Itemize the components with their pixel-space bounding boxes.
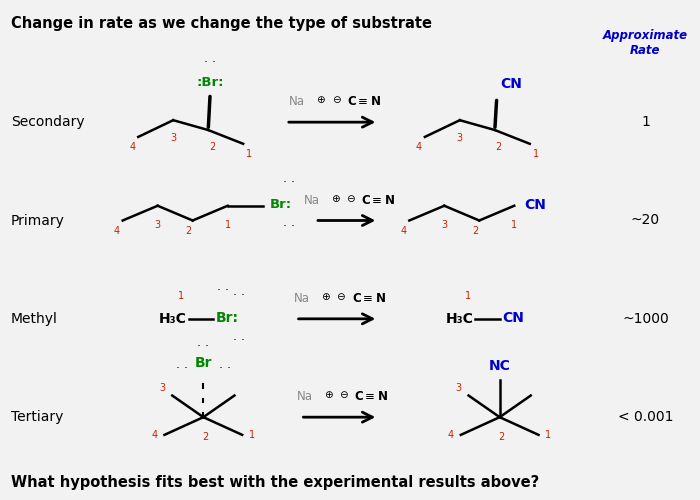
Text: ~1000: ~1000: [622, 312, 668, 326]
Text: Methyl: Methyl: [11, 312, 58, 326]
Text: 2: 2: [186, 226, 192, 236]
Text: Approximate
Rate: Approximate Rate: [603, 28, 688, 56]
Text: 1: 1: [249, 430, 255, 440]
Text: NC: NC: [489, 359, 510, 373]
Text: 2: 2: [209, 142, 215, 152]
Text: Tertiary: Tertiary: [11, 410, 63, 424]
Text: 1: 1: [246, 148, 252, 158]
Text: C$\equiv$N: C$\equiv$N: [361, 194, 395, 206]
Text: Na: Na: [297, 390, 313, 404]
Text: 3: 3: [441, 220, 447, 230]
Text: C$\equiv$N: C$\equiv$N: [351, 292, 386, 305]
Text: 1: 1: [178, 291, 184, 301]
Text: · ·: · ·: [176, 362, 188, 376]
Text: · ·: · ·: [283, 220, 295, 234]
Text: 2: 2: [498, 432, 505, 442]
Text: $\oplus$: $\oplus$: [321, 291, 330, 302]
Text: ~20: ~20: [631, 214, 660, 228]
Text: 4: 4: [152, 430, 158, 440]
Text: Br: Br: [195, 356, 212, 370]
Text: 1: 1: [533, 148, 539, 158]
Text: $\ominus$: $\ominus$: [332, 94, 342, 106]
Text: C$\equiv$N: C$\equiv$N: [346, 96, 381, 108]
Text: Na: Na: [294, 292, 310, 305]
Text: $\oplus$: $\oplus$: [330, 193, 340, 204]
Text: Na: Na: [289, 96, 305, 108]
Text: · ·: · ·: [217, 284, 229, 297]
Text: CN: CN: [500, 76, 522, 90]
Text: 1: 1: [511, 220, 517, 230]
Text: 1: 1: [545, 430, 552, 440]
Text: CN: CN: [524, 198, 546, 212]
Text: 3: 3: [170, 133, 176, 143]
Text: 4: 4: [416, 142, 422, 152]
Text: · ·: · ·: [218, 362, 231, 376]
Text: 4: 4: [400, 226, 407, 236]
Text: $\ominus$: $\ominus$: [337, 291, 346, 302]
Text: 4: 4: [448, 430, 454, 440]
Text: Change in rate as we change the type of substrate: Change in rate as we change the type of …: [11, 16, 432, 31]
Text: · ·: · ·: [204, 56, 216, 69]
Text: 3: 3: [456, 382, 462, 392]
Text: :Br:: :Br:: [197, 76, 224, 88]
Text: C$\equiv$N: C$\equiv$N: [354, 390, 388, 404]
Text: · ·: · ·: [233, 289, 245, 302]
Text: What hypothesis fits best with the experimental results above?: What hypothesis fits best with the exper…: [11, 475, 539, 490]
Text: 2: 2: [496, 142, 502, 152]
Text: H₃C: H₃C: [446, 312, 473, 326]
Text: 1: 1: [641, 115, 650, 129]
Text: < 0.001: < 0.001: [617, 410, 673, 424]
Text: 1: 1: [225, 220, 231, 230]
Text: $\oplus$: $\oplus$: [324, 390, 334, 400]
Text: 2: 2: [473, 226, 479, 236]
Text: 3: 3: [160, 382, 165, 392]
Text: Br:: Br:: [216, 311, 239, 325]
Text: · ·: · ·: [233, 334, 245, 346]
Text: · ·: · ·: [197, 340, 209, 353]
Text: H₃C: H₃C: [159, 312, 187, 326]
Text: $\ominus$: $\ominus$: [346, 193, 356, 204]
Text: Br:: Br:: [270, 198, 291, 211]
Text: 3: 3: [155, 220, 161, 230]
Text: 3: 3: [457, 133, 463, 143]
Text: 2: 2: [202, 432, 209, 442]
Text: · ·: · ·: [283, 176, 295, 189]
Text: CN: CN: [503, 311, 524, 325]
Text: 4: 4: [114, 226, 120, 236]
Text: 1: 1: [465, 291, 470, 301]
Text: 4: 4: [130, 142, 136, 152]
Text: Na: Na: [304, 194, 320, 206]
Text: $\oplus$: $\oplus$: [316, 94, 326, 106]
Text: Primary: Primary: [11, 214, 65, 228]
Text: Secondary: Secondary: [11, 115, 85, 129]
Text: $\ominus$: $\ominus$: [340, 390, 349, 400]
